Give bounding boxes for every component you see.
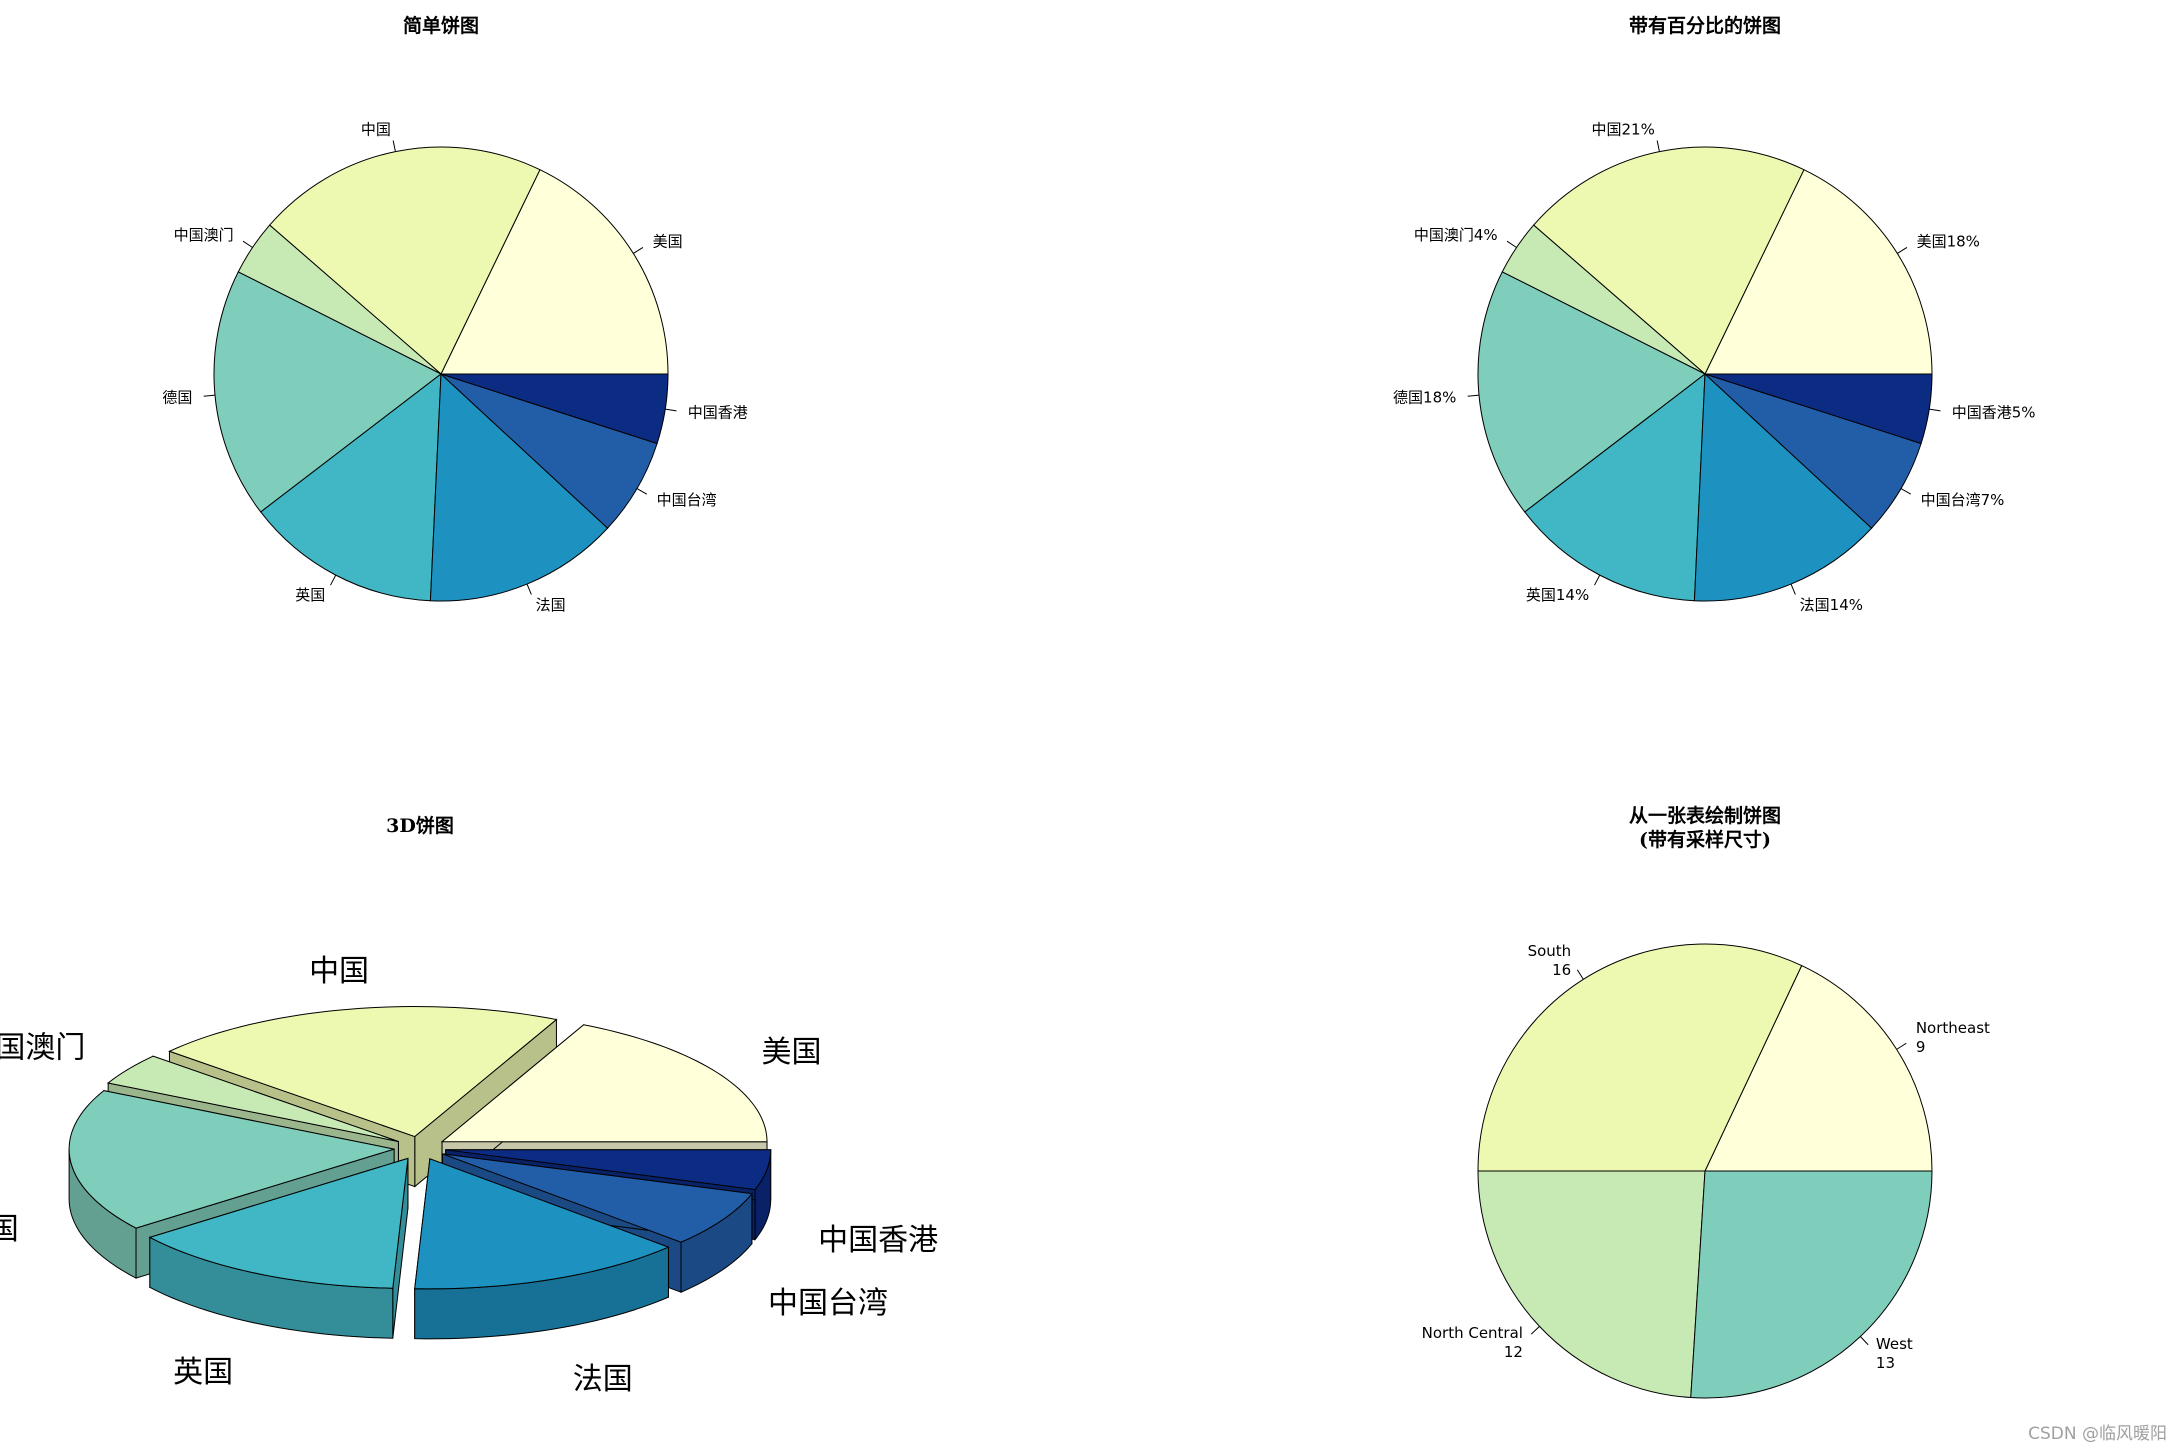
label-tick [1897, 246, 1908, 254]
slice-label: 中国台湾 [768, 1286, 888, 1321]
chart-title: 简单饼图 [403, 14, 479, 37]
chart-subtitle: (带有采样尺寸) [1639, 828, 1771, 851]
slice-label: 美国 [761, 1035, 821, 1070]
pie-slice [1477, 1170, 1706, 1399]
pie-slice [268, 146, 541, 375]
label-tick [665, 408, 677, 412]
chart-title: 从一张表绘制饼图 [1629, 804, 1781, 827]
pie-slice [1693, 372, 1873, 602]
watermark: CSDN @临风暖阳 [2028, 1424, 2167, 1444]
label-tick [1790, 583, 1796, 595]
label-tick [526, 583, 532, 595]
slice-label: 英国14% [1526, 586, 1589, 604]
slice-label: West [1876, 1335, 1913, 1353]
slice-label: 中国 [361, 120, 391, 138]
slice-label: 中国台湾7% [1921, 491, 2005, 509]
slice-label: South [1528, 942, 1572, 960]
pie-slice [1532, 146, 1805, 375]
pie-slice-3d [148, 1157, 409, 1339]
pie-slice [213, 271, 442, 513]
slice-label: 英国 [173, 1355, 233, 1390]
label-tick [1656, 140, 1660, 152]
slice-label: 德国 [162, 388, 192, 406]
label-tick [1900, 488, 1912, 495]
pie-slice-3d [414, 1158, 670, 1340]
label-tick [1530, 1326, 1540, 1335]
slice-label: 美国 [653, 232, 683, 250]
slice-value-label: 16 [1552, 961, 1571, 979]
slice-label: 中国台湾 [657, 491, 717, 509]
pie-slice [1477, 271, 1706, 513]
label-tick [1576, 969, 1584, 980]
slice-label: 中国香港5% [1952, 404, 2036, 422]
pie-slices: 美国18% 中国21% 中国澳门4% 德国18% 英国14% 法国14% 中国台湾7% 中国香… [1393, 120, 2035, 614]
chart-title: 3D饼图 [386, 814, 454, 837]
pie-slice [1704, 169, 1933, 375]
label-tick [1929, 408, 1941, 412]
label-tick [1467, 394, 1480, 397]
label-tick [203, 394, 216, 397]
slice-label: 中国香港 [818, 1223, 938, 1258]
slice-label: North Central [1422, 1324, 1523, 1342]
slice-label: 法国14% [1800, 596, 1863, 614]
slice-label: 中国香港 [688, 404, 748, 422]
slice-label: 中国澳门 [174, 226, 234, 244]
slice-label: 中国21% [1592, 120, 1655, 138]
slice-label: 中国 [309, 954, 369, 989]
label-tick [636, 488, 648, 495]
chart-title: 带有百分比的饼图 [1629, 14, 1781, 37]
slice-label: 中国澳门4% [1414, 226, 1498, 244]
slice-label: 法国 [573, 1362, 633, 1397]
slice-label: 德国 [0, 1212, 19, 1247]
pie-slice [1477, 943, 1803, 1172]
slice-label: 德国18% [1393, 388, 1456, 406]
pie-slice [429, 372, 609, 602]
pie-slice [1704, 964, 1933, 1172]
pie-slice [440, 169, 669, 375]
slice-value-label: 13 [1876, 1354, 1895, 1372]
label-tick [633, 246, 644, 254]
slice-label: Northeast [1916, 1019, 1990, 1037]
slice-label: 中国澳门 [0, 1030, 85, 1065]
label-tick [392, 140, 396, 152]
slice-label: 法国 [536, 596, 566, 614]
slice-value-label: 12 [1504, 1343, 1523, 1361]
label-tick [330, 574, 337, 586]
slice-label: 英国 [295, 586, 325, 604]
label-tick [1594, 574, 1601, 586]
slice-value-label: 9 [1916, 1038, 1926, 1056]
label-tick [242, 240, 253, 248]
slice-label: 美国18% [1917, 232, 1980, 250]
pie-slice [1690, 1170, 1933, 1399]
label-tick [1506, 240, 1517, 248]
pie-chart-percent: 带有百分比的饼图 美国18% 中国21% 中国澳门4% 德国18% 英国14% 法国14%… [1393, 14, 2035, 614]
label-tick [1860, 1336, 1869, 1346]
label-tick [1896, 1042, 1907, 1050]
pie-chart-table: 从一张表绘制饼图 (带有采样尺寸) Northeast9South16North… [1422, 804, 1990, 1399]
